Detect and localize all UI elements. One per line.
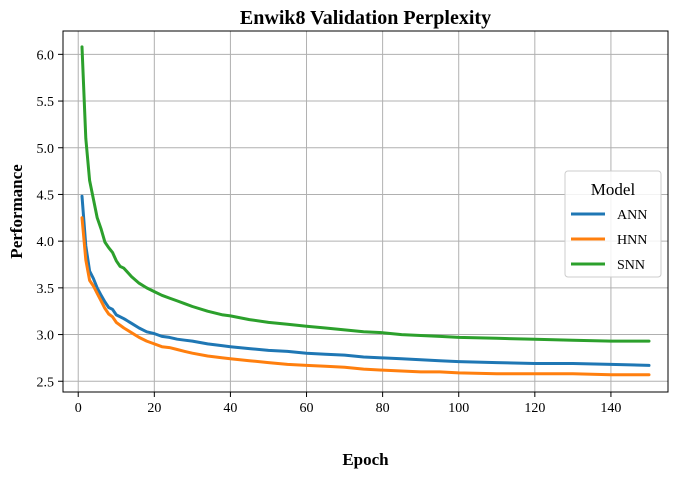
y-tick-label: 5.0 [37, 142, 55, 157]
x-tick-label: 80 [376, 401, 390, 416]
legend: Model ANN HNN SNN [564, 170, 662, 278]
x-tick-label: 100 [448, 401, 469, 416]
y-axis-label: Performance [7, 164, 26, 259]
y-tick-label: 4.5 [37, 188, 55, 203]
legend-label-ann: ANN [617, 208, 647, 223]
x-tick-label: 60 [300, 401, 314, 416]
plot-frame [62, 30, 669, 393]
x-axis-label: Epoch [342, 450, 389, 469]
y-tick-label: 3.5 [37, 282, 55, 297]
x-tick-label: 140 [600, 401, 621, 416]
x-tick-label: 20 [147, 401, 161, 416]
y-tick-label: 2.5 [37, 375, 55, 390]
series-lines [80, 45, 651, 377]
series-line-ann [80, 194, 651, 367]
x-axis-ticks: 0 20 40 60 80 100 120 140 [75, 392, 621, 416]
chart-title: Enwik8 Validation Perplexity [240, 7, 491, 29]
y-tick-label: 3.0 [37, 329, 55, 344]
y-tick-label: 6.0 [37, 48, 55, 63]
legend-title: Model [591, 180, 636, 199]
legend-label-hnn: HNN [617, 233, 647, 248]
series-line-snn [80, 45, 651, 343]
y-axis-ticks: 2.5 3.0 3.5 4.0 4.5 5.0 5.5 6.0 [37, 48, 63, 390]
legend-label-snn: SNN [617, 258, 645, 273]
legend-items: ANN HNN SNN [571, 208, 647, 273]
y-tick-label: 5.5 [37, 95, 55, 110]
x-tick-label: 120 [524, 401, 545, 416]
y-tick-label: 4.0 [37, 235, 55, 250]
x-tick-label: 0 [75, 401, 82, 416]
x-tick-label: 40 [223, 401, 237, 416]
series-line-hnn [80, 216, 651, 377]
legend-box [564, 170, 662, 278]
